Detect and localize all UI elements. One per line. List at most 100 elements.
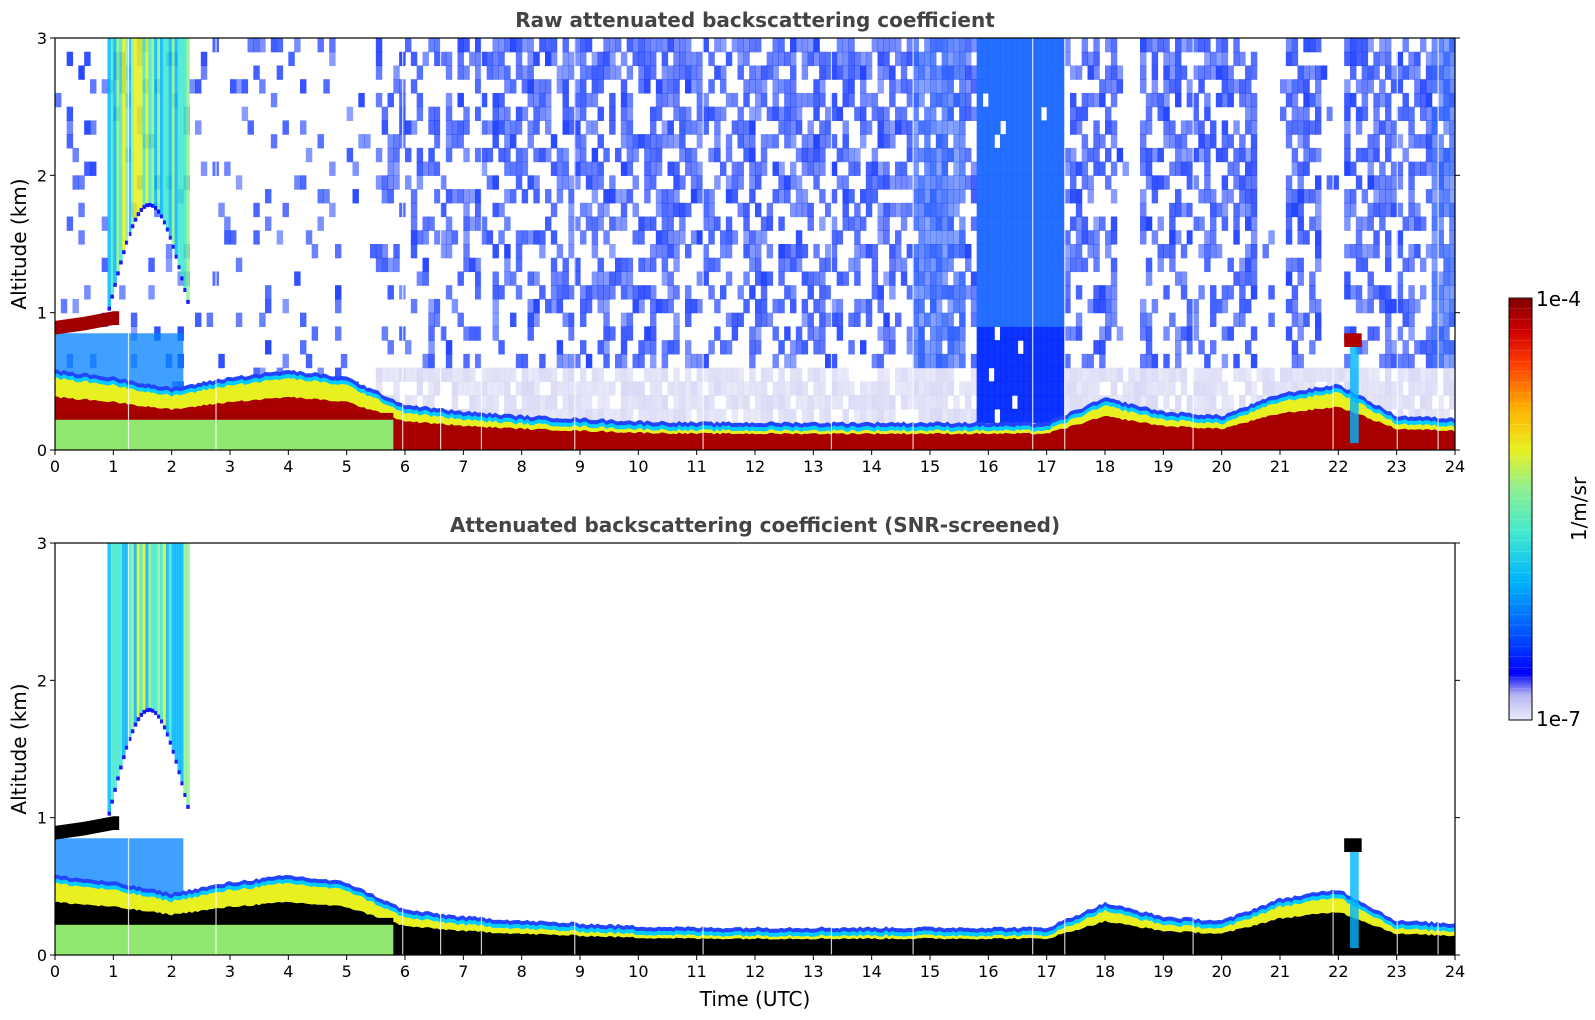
noise-cell	[673, 367, 680, 382]
cloud-patch	[1344, 333, 1362, 347]
noise-cell	[988, 161, 995, 176]
noise-cell	[784, 244, 791, 259]
noise-cell	[568, 367, 575, 382]
noise-cell	[708, 257, 715, 273]
cloud-plume-edge	[186, 804, 190, 809]
noise-cell	[1361, 216, 1369, 231]
noise-cell	[1145, 367, 1153, 382]
noise-cell	[568, 381, 575, 396]
noise-cell	[1017, 106, 1024, 121]
noise-cell	[591, 147, 599, 163]
noise-cell	[591, 175, 599, 190]
noise-cell	[568, 175, 575, 190]
noise-cell	[970, 298, 978, 314]
noise-cell	[696, 79, 704, 94]
noise-cell	[1192, 92, 1199, 108]
noise-cell	[410, 51, 418, 67]
noise-cell	[1052, 92, 1059, 108]
noise-cell	[673, 175, 680, 190]
noise-cell	[335, 244, 342, 259]
noise-cell	[801, 202, 809, 218]
noise-cell	[1070, 367, 1077, 382]
noise-cell	[504, 65, 511, 80]
noise-cell	[807, 312, 814, 327]
noise-cell	[720, 106, 727, 121]
noise-cell	[1437, 353, 1444, 369]
noise-cell	[702, 395, 709, 410]
noise-cell	[1250, 353, 1258, 369]
top-x-axis: 0 1 2 3 4 5 6 7 8 9 10 11 12 13 14 15 16 17 18 19 20 21 22 23 24	[50, 450, 1465, 476]
noise-cell	[562, 38, 569, 53]
noise-cell	[1210, 395, 1217, 410]
noise-cell	[527, 326, 534, 341]
data-gap	[1032, 543, 1034, 955]
noise-cell	[667, 134, 674, 149]
noise-cell	[930, 312, 937, 327]
noise-cell	[276, 38, 284, 53]
noise-cell	[1425, 189, 1433, 204]
noise-cell	[1058, 381, 1065, 396]
noise-cell	[603, 230, 610, 245]
x-tick-label: 15	[920, 962, 940, 981]
noise-cell	[632, 134, 639, 149]
noise-cell	[521, 161, 529, 176]
noise-cell	[959, 92, 966, 108]
noise-cell	[562, 271, 569, 286]
noise-cell	[801, 51, 809, 67]
cloud-plume-edge	[142, 204, 146, 209]
noise-cell	[685, 79, 692, 94]
noise-cell	[988, 51, 995, 67]
noise-cell	[1420, 367, 1427, 382]
noise-cell	[918, 79, 925, 94]
noise-cell	[568, 51, 575, 67]
cloud-plume-cell	[113, 38, 117, 283]
noise-cell	[1198, 285, 1205, 300]
noise-cell	[1414, 408, 1421, 424]
noise-cell	[1449, 79, 1455, 94]
noise-cell	[906, 79, 914, 94]
noise-cell	[585, 38, 593, 53]
noise-cell	[556, 271, 564, 286]
noise-cell	[976, 353, 984, 369]
cloud-plume-edge	[151, 708, 155, 713]
noise-cell	[1134, 381, 1141, 396]
noise-cell	[1396, 395, 1404, 410]
noise-cell	[679, 395, 686, 410]
noise-cell	[731, 92, 739, 108]
noise-cell	[603, 395, 610, 410]
noise-cell	[475, 79, 482, 94]
noise-cell	[1437, 340, 1444, 355]
noise-cell	[1023, 257, 1030, 273]
noise-cell	[830, 189, 838, 204]
noise-cell	[1285, 175, 1293, 190]
noise-cell	[708, 381, 715, 396]
noise-cell	[1350, 161, 1357, 176]
noise-cell	[906, 326, 914, 341]
noise-cell	[1064, 147, 1071, 163]
noise-cell	[597, 216, 604, 231]
low-cloud-layer	[55, 816, 120, 840]
noise-cell	[883, 367, 890, 382]
noise-cell	[685, 340, 692, 355]
noise-cell	[1373, 202, 1380, 218]
noise-cell	[994, 340, 1001, 355]
noise-cell	[900, 51, 908, 67]
noise-cell	[1221, 134, 1229, 149]
noise-cell	[679, 216, 686, 231]
noise-cell	[1379, 202, 1386, 218]
x-axis-label: Time (UTC)	[699, 987, 811, 1011]
noise-cell	[597, 202, 604, 218]
noise-cell	[731, 230, 739, 245]
noise-cell	[1058, 189, 1065, 204]
noise-cell	[871, 285, 879, 300]
noise-cell	[451, 120, 459, 135]
noise-cell	[1105, 298, 1112, 314]
noise-cell	[766, 106, 774, 121]
noise-cell	[457, 381, 464, 396]
noise-cell	[1145, 120, 1153, 135]
noise-cell	[1000, 189, 1007, 204]
noise-cell	[550, 298, 558, 314]
noise-cell	[965, 92, 972, 108]
noise-cell	[1285, 216, 1293, 231]
noise-cell	[387, 367, 394, 382]
